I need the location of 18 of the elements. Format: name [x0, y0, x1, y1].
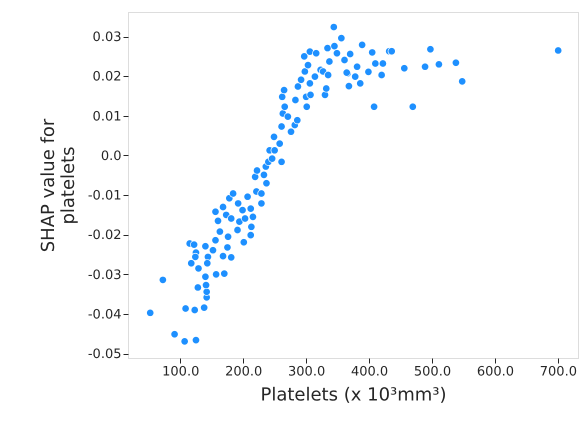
- y-tick-label: 0.0: [100, 148, 122, 164]
- y-tick-label: 0.02: [92, 70, 122, 85]
- x-axis-title: Platelets (x 10³mm³): [260, 384, 447, 406]
- y-tick-label: -0.05: [88, 347, 122, 362]
- y-tick-label: 0.03: [92, 30, 122, 46]
- y-tick-label: -0.03: [88, 268, 122, 283]
- y-tick-label: -0.02: [88, 228, 122, 244]
- x-tick-label: 100.0: [162, 364, 200, 380]
- x-tick-label: 300.0: [288, 364, 326, 380]
- x-tick-label: 700.0: [540, 364, 577, 380]
- y-axis-title: SHAP value for platelets: [38, 118, 79, 252]
- y-tick-label: -0.04: [88, 308, 122, 323]
- x-tick-label: 600.0: [476, 364, 514, 380]
- x-tick-label: 200.0: [225, 364, 262, 380]
- y-tick-label: 0.01: [92, 109, 122, 124]
- x-tick-label: 400.0: [350, 364, 388, 380]
- x-tick-label: 500.0: [414, 364, 452, 380]
- y-tick-label: -0.01: [88, 188, 122, 204]
